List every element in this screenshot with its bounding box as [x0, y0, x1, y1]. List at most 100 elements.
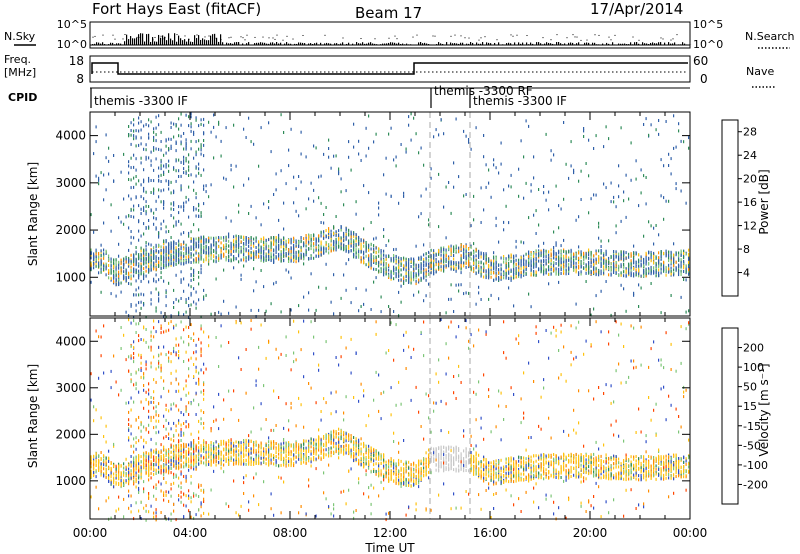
data-point — [220, 236, 222, 240]
data-point — [280, 253, 282, 257]
data-point — [583, 251, 585, 255]
data-point — [143, 206, 145, 210]
data-point — [218, 245, 220, 249]
data-point — [128, 164, 130, 168]
data-point — [583, 257, 585, 261]
data-point — [193, 274, 195, 278]
data-point — [143, 262, 145, 266]
nsearch-dot — [228, 37, 230, 39]
data-point — [293, 258, 295, 262]
data-point — [635, 251, 637, 255]
nsky-bar — [622, 43, 624, 45]
data-point — [623, 265, 625, 269]
data-point — [423, 299, 425, 303]
nsearch-dot — [638, 39, 640, 41]
data-point — [310, 237, 312, 241]
data-point — [133, 254, 135, 258]
data-point — [613, 195, 615, 199]
data-point — [658, 268, 660, 272]
data-point — [230, 168, 232, 172]
data-point — [125, 310, 127, 314]
data-point — [343, 246, 345, 250]
data-point — [208, 239, 210, 243]
data-point — [145, 250, 147, 254]
data-point — [188, 160, 190, 164]
data-point — [360, 305, 362, 308]
data-point — [163, 240, 165, 244]
data-point — [233, 255, 235, 258]
data-point — [198, 271, 200, 274]
data-point — [555, 262, 557, 265]
data-point — [180, 260, 182, 263]
data-point — [680, 295, 682, 299]
data-point — [130, 129, 132, 132]
data-point — [360, 250, 362, 254]
data-point — [545, 198, 547, 202]
nsky-bar — [526, 42, 528, 45]
data-point — [463, 253, 465, 257]
data-point — [130, 230, 132, 233]
data-point — [323, 230, 325, 234]
data-point — [508, 267, 510, 271]
data-point — [150, 259, 152, 263]
data-point — [168, 256, 170, 260]
data-point — [185, 147, 187, 151]
data-point — [243, 183, 245, 187]
data-point — [263, 285, 265, 289]
data-point — [380, 310, 382, 314]
data-point — [573, 168, 575, 172]
nsky-bar — [644, 43, 646, 45]
nsky-bar — [156, 41, 158, 45]
data-point — [665, 120, 667, 123]
data-point — [550, 259, 552, 262]
data-point — [385, 262, 387, 266]
data-point — [520, 265, 522, 269]
data-point — [560, 261, 562, 265]
data-point — [255, 239, 257, 243]
data-point — [478, 256, 480, 259]
data-point — [155, 245, 157, 249]
data-point — [148, 268, 150, 272]
data-point — [128, 273, 130, 277]
data-point — [513, 273, 515, 276]
data-point — [133, 153, 135, 157]
data-point — [115, 294, 117, 298]
data-point — [180, 270, 182, 274]
data-point — [465, 134, 467, 138]
data-point — [258, 308, 260, 312]
data-point — [140, 120, 142, 124]
data-point — [203, 117, 205, 121]
data-point — [388, 255, 390, 259]
data-point — [360, 159, 362, 162]
data-point — [523, 261, 525, 265]
data-point — [518, 262, 520, 266]
data-point — [118, 273, 120, 276]
data-point — [200, 246, 202, 250]
data-point — [485, 261, 487, 265]
data-point — [143, 168, 145, 172]
data-point — [315, 243, 317, 247]
data-point — [418, 280, 420, 284]
data-point — [173, 306, 175, 309]
data-point — [518, 194, 520, 198]
data-point — [330, 234, 332, 238]
data-point — [535, 271, 537, 275]
data-point — [483, 208, 485, 212]
data-point — [603, 145, 605, 149]
nsky-bar — [654, 43, 656, 45]
data-point — [533, 254, 535, 258]
data-point — [303, 257, 305, 261]
data-point — [298, 259, 300, 263]
data-point — [588, 253, 590, 257]
data-point — [175, 251, 177, 255]
nsearch-dot — [292, 38, 294, 40]
nsky-bar — [146, 34, 148, 45]
data-point — [308, 291, 310, 295]
nsearch-dot — [394, 35, 396, 37]
nsky-bar — [230, 43, 232, 45]
data-point — [390, 273, 392, 277]
data-point — [543, 253, 545, 257]
data-point — [463, 292, 465, 296]
data-point — [673, 242, 675, 246]
data-point — [220, 154, 222, 158]
